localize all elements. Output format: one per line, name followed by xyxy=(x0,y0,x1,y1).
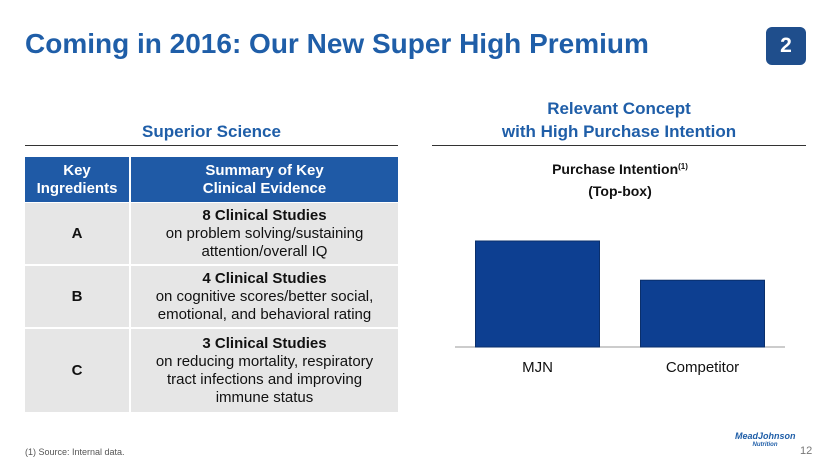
column-header: Summary of Key Clinical Evidence xyxy=(131,157,398,202)
logo-text: Nutrition xyxy=(752,442,778,448)
row-evidence: 3 Clinical Studies on reducing mortality… xyxy=(131,329,398,412)
row-key: C xyxy=(25,329,129,412)
x-tick-label: Competitor xyxy=(666,359,739,376)
detail: on problem solving/sustaining attention/… xyxy=(165,224,364,260)
logo-text: MeadJohnson xyxy=(735,431,796,441)
heading-line: with High Purchase Intention xyxy=(501,122,737,141)
row-evidence: 8 Clinical Studies on problem solving/su… xyxy=(131,203,398,264)
studies: 8 Clinical Studies xyxy=(202,206,327,224)
bar xyxy=(640,279,765,348)
rule xyxy=(432,145,806,146)
chart-title: Purchase Intention(1) xyxy=(552,161,688,177)
slide-title: Coming in 2016: Our New Super High Premi… xyxy=(25,28,649,59)
column-header: Key Ingredients xyxy=(25,157,129,202)
right-heading: Relevant Concept with High Purchase Inte… xyxy=(432,97,806,143)
studies: 3 Clinical Studies xyxy=(202,334,327,352)
row-key: B xyxy=(25,266,129,327)
chart-title-text: Purchase Intention xyxy=(552,161,678,177)
left-heading: Superior Science xyxy=(142,122,281,141)
rule xyxy=(25,145,398,146)
row-evidence: 4 Clinical Studies on cognitive scores/b… xyxy=(131,266,398,327)
bar xyxy=(475,240,600,348)
row-key: A xyxy=(25,203,129,264)
detail: on reducing mortality, respiratory tract… xyxy=(155,352,374,406)
badge: 2 xyxy=(766,27,806,65)
footnote: (1) Source: Internal data. xyxy=(25,447,125,457)
page-number: 12 xyxy=(800,445,813,457)
chart-subtitle: (Top-box) xyxy=(588,183,652,199)
heading-line: Relevant Concept xyxy=(547,99,691,118)
studies: 4 Clinical Studies xyxy=(202,269,327,287)
x-tick-label: MJN xyxy=(522,359,553,376)
footnote-ref: (1) xyxy=(678,162,688,171)
detail: on cognitive scores/better social, emoti… xyxy=(155,287,374,323)
logo: MeadJohnson Nutrition xyxy=(735,431,796,450)
